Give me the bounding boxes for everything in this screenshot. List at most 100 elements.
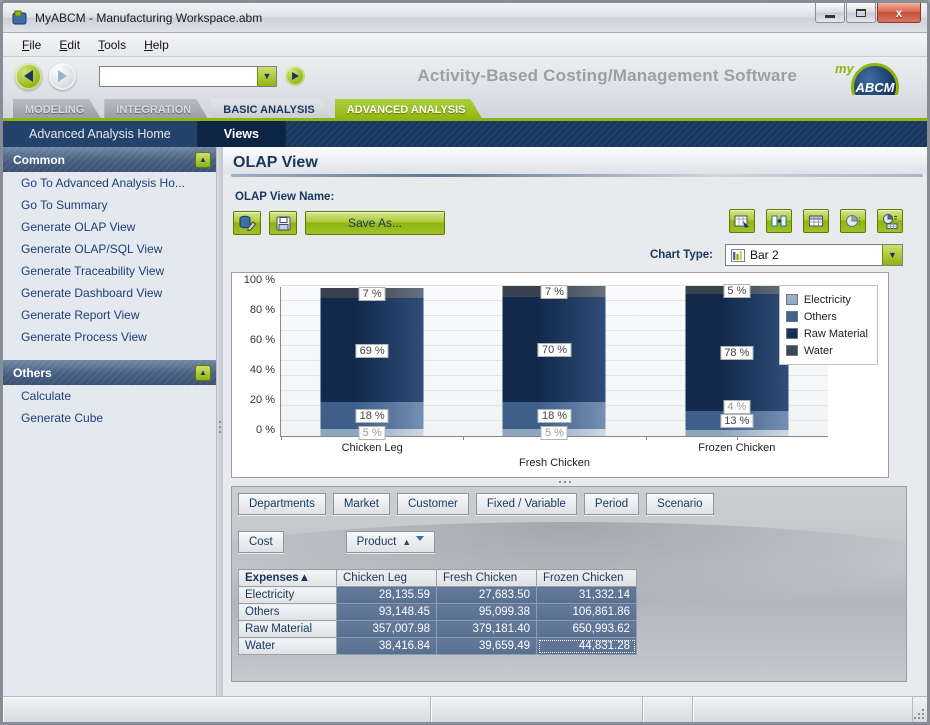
sort-asc-icon: ▲ xyxy=(298,572,311,584)
menu-tools[interactable]: Tools xyxy=(98,37,127,52)
sidebar-item-generate-olap-sql-view[interactable]: Generate OLAP/SQL View xyxy=(21,242,163,256)
section-collapse-button[interactable]: ▲ xyxy=(195,151,211,168)
sidebar-item-generate-dashboard-view[interactable]: Generate Dashboard View xyxy=(21,286,163,300)
sidebar: Common ▲ Go To Advanced Analysis Ho... Go T… xyxy=(3,147,217,696)
section-title: Common xyxy=(13,152,65,167)
maximize-button[interactable] xyxy=(846,3,876,23)
sidebar-item-calculate[interactable]: Calculate xyxy=(21,389,72,403)
chart-and-grid-button[interactable] xyxy=(877,209,903,233)
minimize-button[interactable] xyxy=(815,3,845,23)
y-axis-tick: 100 % xyxy=(243,274,275,286)
pivot-cell[interactable]: 650,993.62 xyxy=(536,620,637,638)
chart-category-slot: 5 % 18 % 70 % 7 % Fresh Chicken xyxy=(463,285,645,469)
combobox-dropdown-button[interactable]: ▼ xyxy=(257,66,276,86)
dimension-button-market[interactable]: Market xyxy=(332,493,390,515)
bar-segment-electricity[interactable] xyxy=(685,430,789,436)
dimension-button-departments[interactable]: Departments xyxy=(238,493,326,515)
pivot-cell[interactable]: 39,659.49 xyxy=(436,637,537,655)
sidebar-item-generate-process-view[interactable]: Generate Process View xyxy=(21,330,147,344)
status-pane xyxy=(431,697,643,722)
export-grid-button[interactable] xyxy=(729,209,755,233)
legend-item-others: Others xyxy=(785,308,868,325)
swap-axes-button[interactable] xyxy=(766,209,792,233)
chevron-down-icon[interactable]: ▼ xyxy=(882,245,902,265)
pivot-column-header-fresh-chicken[interactable]: Fresh Chicken xyxy=(436,569,537,587)
pivot-row-header-others[interactable]: Others xyxy=(238,603,337,621)
subtab-advanced-analysis-home[interactable]: Advanced Analysis Home xyxy=(3,121,198,147)
show-chart-button[interactable] xyxy=(840,209,866,233)
pivot-row-header-electricity[interactable]: Electricity xyxy=(238,586,337,604)
pivot-cell[interactable]: 106,861.86 xyxy=(536,603,637,621)
chevron-down-icon: ▼ xyxy=(262,71,272,81)
section-header-others: Others ▲ xyxy=(3,360,216,385)
dimension-button-period[interactable]: Period xyxy=(583,493,640,515)
expenses-field-label: Expenses xyxy=(245,572,299,584)
view-combobox[interactable]: ▼ xyxy=(99,65,277,87)
sidebar-item-generate-report-view[interactable]: Generate Report View xyxy=(21,308,140,322)
show-grid-button[interactable] xyxy=(803,209,829,233)
back-button[interactable] xyxy=(15,62,42,90)
chart-grid-splitter[interactable] xyxy=(231,478,889,486)
pivot-cell[interactable]: 95,099.38 xyxy=(436,603,537,621)
save-as-button[interactable]: Save As... xyxy=(305,211,445,235)
pivot-row: Others 93,148.45 95,099.38 106,861.86 xyxy=(238,603,637,621)
pivot-column-header-chicken-leg[interactable]: Chicken Leg xyxy=(336,569,437,587)
pivot-cell[interactable]: 379,181.40 xyxy=(436,620,537,638)
tab-basic-analysis[interactable]: BASIC ANALYSIS xyxy=(211,99,332,121)
section-collapse-button[interactable]: ▲ xyxy=(195,364,211,381)
sidebar-splitter[interactable] xyxy=(217,147,223,696)
sidebar-item-generate-cube[interactable]: Generate Cube xyxy=(21,411,104,425)
menu-edit[interactable]: Edit xyxy=(59,37,81,52)
pivot-row-header-water[interactable]: Water xyxy=(238,637,337,655)
sidebar-item-generate-traceability-view[interactable]: Generate Traceability View xyxy=(21,264,165,278)
dimension-button-customer[interactable]: Customer xyxy=(397,493,469,515)
combobox-field[interactable] xyxy=(100,67,257,86)
sidebar-item-go-to-advanced-analysis-ho[interactable]: Go To Advanced Analysis Ho... xyxy=(21,176,185,190)
filter-icon[interactable] xyxy=(416,535,425,541)
product-field-label: Product xyxy=(356,536,397,548)
y-axis-tick: 0 % xyxy=(256,424,275,436)
grid-icon xyxy=(809,215,823,227)
maximize-icon xyxy=(856,8,866,17)
pivot-cell[interactable]: 31,332.14 xyxy=(536,586,637,604)
save-view-button[interactable] xyxy=(269,211,297,235)
pivot-cell[interactable]: 93,148.45 xyxy=(336,603,437,621)
segment-percent-label: 5 % xyxy=(723,283,751,298)
forward-button[interactable] xyxy=(49,62,76,90)
tab-modeling[interactable]: MODELING xyxy=(13,99,102,121)
sidebar-item-generate-olap-view[interactable]: Generate OLAP View xyxy=(21,220,136,234)
menu-file[interactable]: File xyxy=(22,37,42,52)
dimension-button-scenario[interactable]: Scenario xyxy=(646,493,714,515)
tab-advanced-analysis[interactable]: ADVANCED ANALYSIS xyxy=(335,99,484,121)
resize-grip[interactable] xyxy=(913,697,927,722)
window-title: MyABCM - Manufacturing Workspace.abm xyxy=(35,10,263,25)
pivot-cell[interactable]: 38,416.84 xyxy=(336,637,437,655)
sort-asc-icon: ▲ xyxy=(402,537,412,547)
cost-field-button[interactable]: Cost xyxy=(238,531,284,553)
pivot-cell[interactable]: 28,135.59 xyxy=(336,586,437,604)
close-button[interactable]: x xyxy=(877,3,921,23)
expenses-field-button[interactable]: Expenses▲ xyxy=(238,569,337,587)
tab-integration[interactable]: INTEGRATION xyxy=(104,99,209,121)
segment-percent-label: 7 % xyxy=(358,286,386,301)
dimension-button-fixed-variable[interactable]: Fixed / Variable xyxy=(475,493,577,515)
title-bar: MyABCM - Manufacturing Workspace.abm x xyxy=(3,3,927,33)
pivot-cell[interactable]: 44,831.28 xyxy=(536,637,637,655)
sidebar-item-go-to-summary[interactable]: Go To Summary xyxy=(21,198,108,212)
pivot-cell[interactable]: 357,007.98 xyxy=(336,620,437,638)
menu-help[interactable]: Help xyxy=(144,37,169,52)
legend-item-water: Water xyxy=(785,342,868,359)
main-tab-bar: MODELING INTEGRATION BASIC ANALYSIS ADVANCE… xyxy=(3,95,927,121)
go-button[interactable] xyxy=(285,66,305,86)
pivot-column-header-frozen-chicken[interactable]: Frozen Chicken xyxy=(536,569,637,587)
pivot-row-header-raw-material[interactable]: Raw Material xyxy=(238,620,337,638)
pivot-row: Water 38,416.84 39,659.49 44,831.28 xyxy=(238,637,637,655)
menu-bar: File Edit Tools Help xyxy=(3,33,927,57)
edit-view-button[interactable] xyxy=(233,211,261,235)
product-field-button[interactable]: Product ▲ xyxy=(345,531,436,553)
chart-type-dropdown[interactable]: Bar 2 ▼ xyxy=(725,244,903,266)
pivot-cell[interactable]: 27,683.50 xyxy=(436,586,537,604)
subtab-views[interactable]: Views xyxy=(197,121,286,147)
go-icon xyxy=(291,72,299,80)
status-bar xyxy=(3,696,927,722)
